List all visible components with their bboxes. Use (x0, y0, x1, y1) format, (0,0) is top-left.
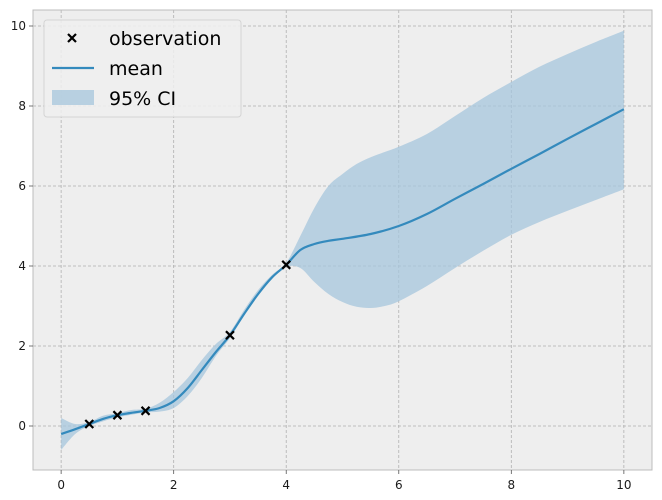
x-tick-label: 0 (57, 478, 65, 492)
legend: observation mean 95% CI (43, 19, 242, 118)
mean-line (60, 108, 625, 436)
observation-point (225, 330, 235, 340)
legend-label-mean: mean (109, 58, 163, 80)
ci-band-layer (61, 30, 624, 451)
legend-observation-marker (67, 33, 77, 43)
axis-ticks: 0 2 4 6 8 10 0 2 4 6 8 10 (11, 19, 632, 492)
ci-band (61, 30, 624, 451)
observation-point (112, 410, 123, 420)
x-tick-label: 10 (616, 478, 631, 492)
observation-point (281, 260, 292, 270)
legend-label-ci: 95% CI (109, 88, 176, 110)
x-tick-label: 8 (507, 478, 515, 492)
observation-point (140, 406, 151, 416)
x-tick-label: 2 (170, 478, 178, 492)
plot-frame (32, 9, 653, 471)
mean-line-layer (60, 108, 625, 436)
legend-label-observation: observation (109, 28, 221, 50)
y-tick-label: 6 (18, 179, 26, 193)
x-tick-label: 6 (395, 478, 403, 492)
legend-ci-swatch (52, 90, 94, 105)
y-tick-label: 2 (18, 339, 26, 353)
observation-layer (84, 260, 292, 429)
observation-point (84, 419, 95, 429)
y-tick-label: 10 (11, 19, 26, 33)
x-tick-label: 4 (282, 478, 290, 492)
y-tick-label: 0 (18, 419, 26, 433)
y-tick-label: 8 (18, 99, 26, 113)
y-tick-label: 4 (18, 259, 26, 273)
